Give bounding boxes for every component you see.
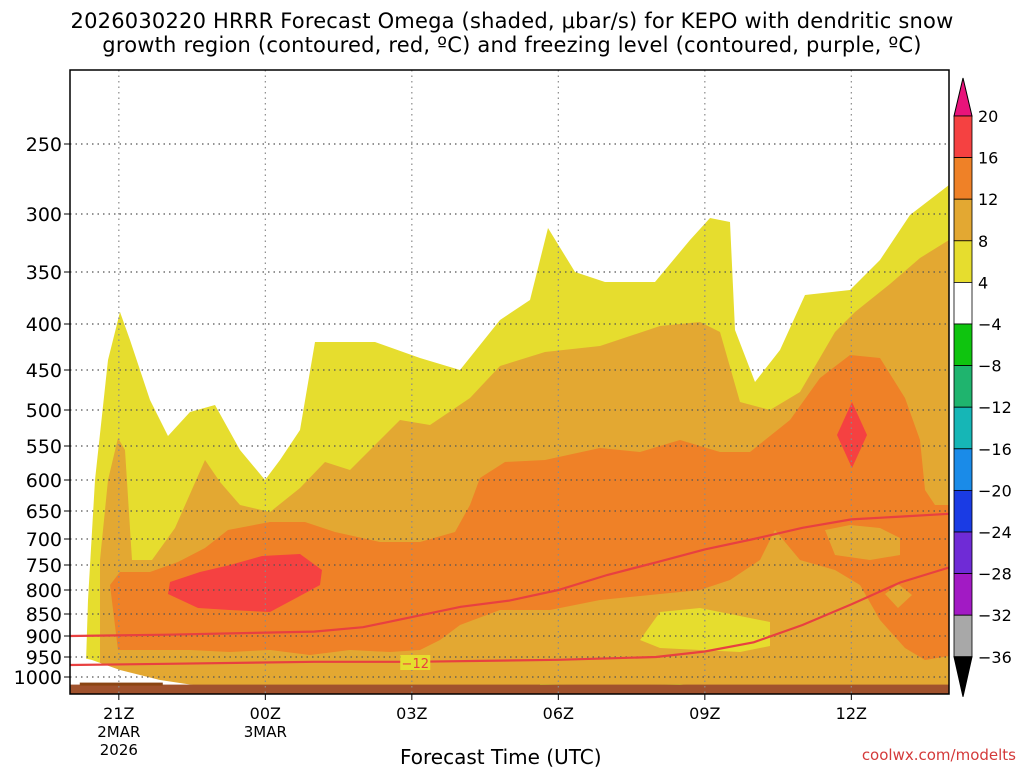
y-tick-label: 750 xyxy=(26,555,62,577)
omega-8-12-pocket-13z xyxy=(885,584,912,608)
y-tick-label: 250 xyxy=(26,134,62,156)
colorbar-box xyxy=(953,323,973,366)
y-tick-label: 950 xyxy=(26,647,62,669)
x-tick-label: 03Z xyxy=(396,704,427,723)
contour-label-bg xyxy=(400,655,431,670)
x-tick-date: 2MAR xyxy=(97,723,140,741)
y-tick-label: 850 xyxy=(26,604,62,626)
colorbar: 20 16 12 8 4 −4 −8 −12 −16 −20 −24 −28 −32 −36 xyxy=(953,77,1012,697)
colorbar-box xyxy=(953,406,973,450)
y-tick-label: 450 xyxy=(26,360,62,382)
omega-16-20-region-left xyxy=(168,554,322,612)
y-axis: 2503003504004505005506006507007508008509… xyxy=(14,134,70,689)
colorbar-label: −24 xyxy=(978,523,1012,542)
contour-line-2 xyxy=(70,566,949,667)
colorbar-box xyxy=(953,448,973,491)
colorbar-box xyxy=(953,614,973,658)
x-tick-label: 12Z xyxy=(836,704,867,723)
colorbar-label: −8 xyxy=(978,357,1002,376)
x-tick-label: 06Z xyxy=(543,704,574,723)
colorbar-box xyxy=(953,240,973,283)
plot-frame xyxy=(69,69,950,695)
colorbar-box xyxy=(953,573,973,616)
colorbar-label: −36 xyxy=(978,648,1012,667)
x-tick-year: 2026 xyxy=(100,741,138,759)
colorbar-box xyxy=(953,531,973,574)
y-tick-label: 600 xyxy=(26,470,62,492)
colorbar-label: −32 xyxy=(978,606,1012,625)
y-tick-label: 500 xyxy=(26,400,62,422)
colorbar-label: −4 xyxy=(978,315,1002,334)
y-tick-label: 350 xyxy=(26,262,62,284)
x-axis-label: Forecast Time (UTC) xyxy=(400,745,602,769)
colorbar-bottom-triangle xyxy=(953,656,973,697)
omega-16-20-region-right xyxy=(837,402,867,468)
omega-below-4-left-edge xyxy=(70,70,90,694)
colorbar-label: −12 xyxy=(978,398,1012,417)
y-tick-label: 550 xyxy=(26,436,62,458)
colorbar-box xyxy=(953,281,973,325)
colorbar-label: −16 xyxy=(978,440,1012,459)
grid-lines xyxy=(70,70,949,694)
y-tick-label: 1000 xyxy=(14,667,62,689)
y-tick-label: 900 xyxy=(26,626,62,648)
chart-title-line-1: 2026030220 HRRR Forecast Omega (shaded, … xyxy=(70,9,954,33)
x-tick-label: 21Z xyxy=(103,704,134,723)
colorbar-label: 16 xyxy=(978,149,998,168)
y-tick-label: 300 xyxy=(26,204,62,226)
colorbar-label: 8 xyxy=(978,232,988,251)
contour-lines: −12 xyxy=(70,512,949,672)
colorbar-label: 12 xyxy=(978,190,998,209)
omega-8-12-pocket-12z xyxy=(825,525,900,560)
chart-title-line-2: growth region (contoured, red, ºC) and f… xyxy=(102,33,922,57)
x-tick-date: 3MAR xyxy=(244,723,287,741)
colorbar-box xyxy=(953,489,973,533)
omega-4-8-pocket-09z xyxy=(640,608,770,652)
colorbar-box xyxy=(953,157,973,200)
site-credit[interactable]: coolwx.com/modelts xyxy=(861,746,1016,764)
colorbar-label: 4 xyxy=(978,273,988,292)
y-tick-label: 700 xyxy=(26,529,62,551)
contour-line-1 xyxy=(70,512,949,638)
colorbar-box xyxy=(953,115,973,158)
colorbar-top-triangle xyxy=(953,77,973,117)
x-tick-label: 00Z xyxy=(250,704,281,723)
x-tick-label: 09Z xyxy=(689,704,720,723)
y-tick-label: 800 xyxy=(26,580,62,602)
colorbar-label: −20 xyxy=(978,481,1012,500)
colorbar-label: 20 xyxy=(978,107,998,126)
y-tick-label: 650 xyxy=(26,501,62,523)
terrain-bump xyxy=(79,682,163,686)
contour-label: −12 xyxy=(402,657,429,672)
colorbar-box xyxy=(953,365,973,408)
terrain-strip xyxy=(70,684,949,694)
omega-shading xyxy=(70,70,949,694)
y-tick-label: 400 xyxy=(26,314,62,336)
colorbar-box xyxy=(953,198,973,242)
colorbar-label: −28 xyxy=(978,565,1012,584)
